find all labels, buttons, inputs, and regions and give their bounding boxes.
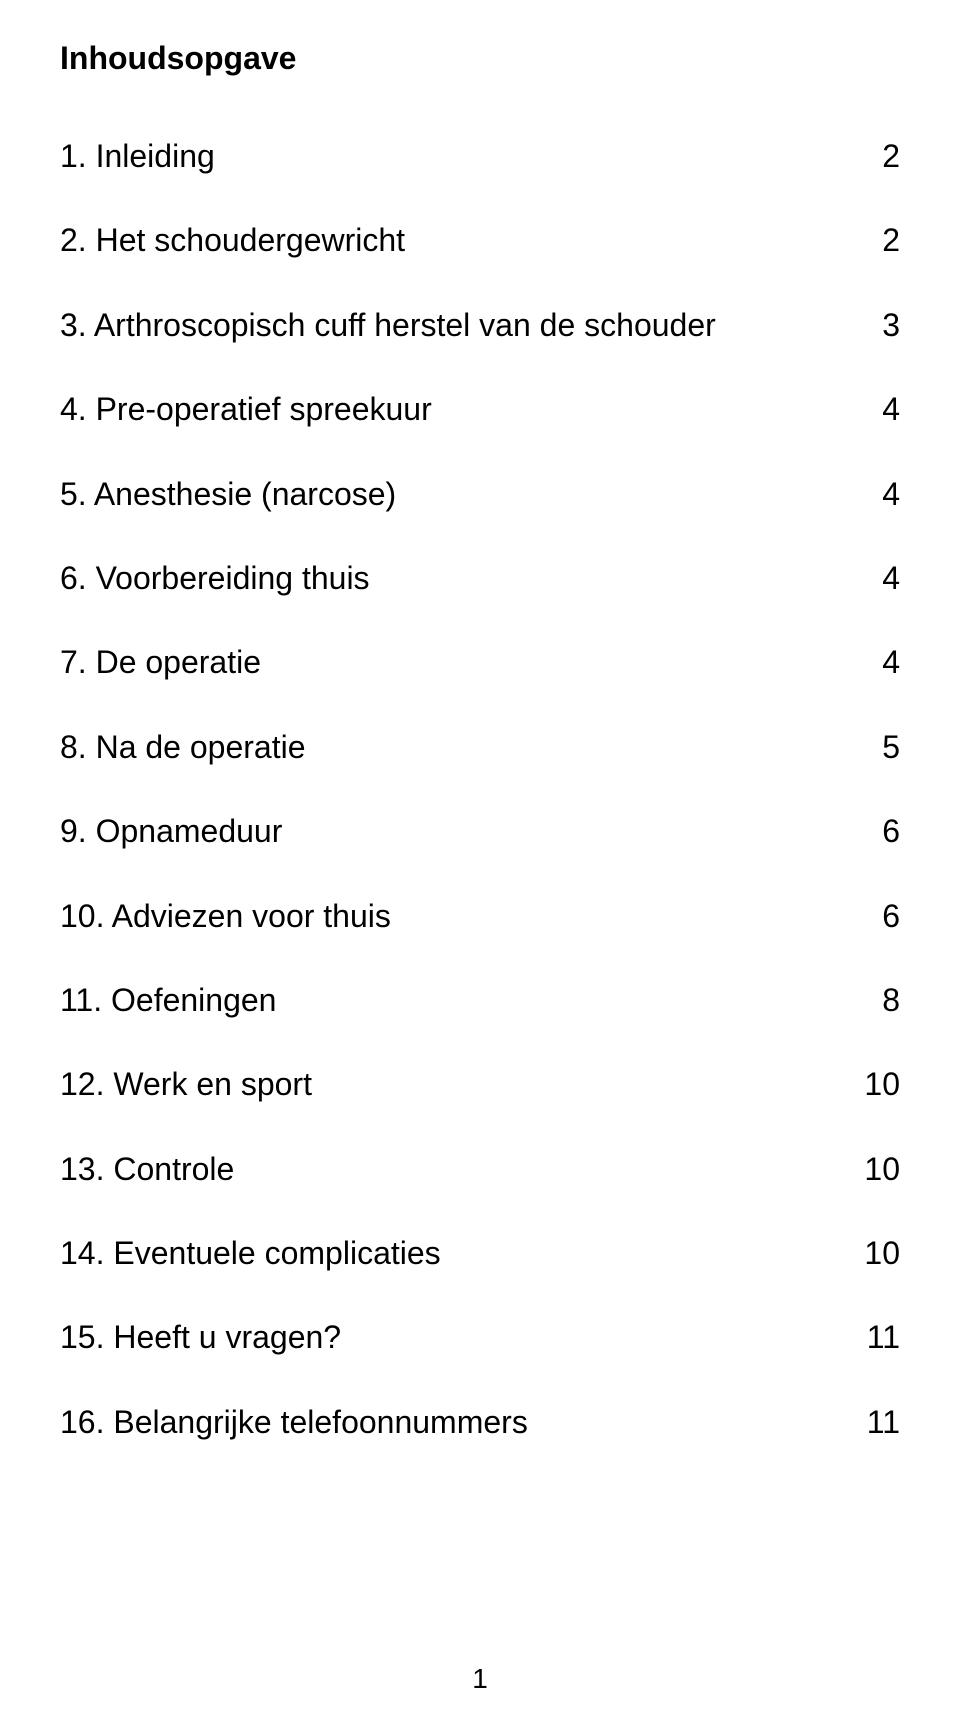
toc-row: 6. Voorbereiding thuis 4 (60, 559, 900, 597)
toc-label: 11. Oefeningen (60, 981, 860, 1019)
toc-page: 4 (860, 559, 900, 597)
toc-row: 10. Adviezen voor thuis 6 (60, 897, 900, 935)
toc-label: 4. Pre-operatief spreekuur (60, 390, 860, 428)
toc-label: 12. Werk en sport (60, 1065, 860, 1103)
toc-row: 11. Oefeningen 8 (60, 981, 900, 1019)
toc-label: 1. Inleiding (60, 137, 860, 175)
toc-row: 7. De operatie 4 (60, 643, 900, 681)
toc-label: 2. Het schoudergewricht (60, 221, 860, 259)
toc-label: 5. Anesthesie (narcose) (60, 475, 860, 513)
toc-page: 6 (860, 897, 900, 935)
toc-page: 10 (860, 1150, 900, 1188)
toc-label: 13. Controle (60, 1150, 860, 1188)
toc-page: 4 (860, 475, 900, 513)
toc-page: 3 (860, 306, 900, 344)
toc-row: 8. Na de operatie 5 (60, 728, 900, 766)
toc-label: 14. Eventuele complicaties (60, 1234, 860, 1272)
toc-row: 2. Het schoudergewricht 2 (60, 221, 900, 259)
toc-row: 12. Werk en sport 10 (60, 1065, 900, 1103)
toc-row: 3. Arthroscopisch cuff herstel van de sc… (60, 306, 900, 344)
toc-page: 2 (860, 137, 900, 175)
toc-label: 7. De operatie (60, 643, 860, 681)
toc-label: 9. Opnameduur (60, 812, 860, 850)
toc-page: 10 (860, 1234, 900, 1272)
toc-page: 5 (860, 728, 900, 766)
toc-row: 1. Inleiding 2 (60, 137, 900, 175)
toc-row: 15. Heeft u vragen? 11 (60, 1318, 900, 1356)
toc-row: 14. Eventuele complicaties 10 (60, 1234, 900, 1272)
toc-row: 4. Pre-operatief spreekuur 4 (60, 390, 900, 428)
toc-page: 11 (860, 1318, 900, 1356)
toc-label: 8. Na de operatie (60, 728, 860, 766)
toc-page: 8 (860, 981, 900, 1019)
toc-label: 16. Belangrijke telefoonnummers (60, 1403, 860, 1441)
toc-row: 16. Belangrijke telefoonnummers 11 (60, 1403, 900, 1441)
page-title: Inhoudsopgave (60, 40, 900, 77)
toc-label: 3. Arthroscopisch cuff herstel van de sc… (60, 306, 860, 344)
table-of-contents: 1. Inleiding 2 2. Het schoudergewricht 2… (60, 137, 900, 1441)
page-number: 1 (0, 1663, 960, 1695)
toc-row: 13. Controle 10 (60, 1150, 900, 1188)
toc-label: 10. Adviezen voor thuis (60, 897, 860, 935)
toc-page: 11 (860, 1403, 900, 1441)
toc-row: 5. Anesthesie (narcose) 4 (60, 475, 900, 513)
toc-page: 4 (860, 643, 900, 681)
toc-row: 9. Opnameduur 6 (60, 812, 900, 850)
toc-page: 10 (860, 1065, 900, 1103)
toc-label: 15. Heeft u vragen? (60, 1318, 860, 1356)
toc-label: 6. Voorbereiding thuis (60, 559, 860, 597)
toc-page: 4 (860, 390, 900, 428)
toc-page: 6 (860, 812, 900, 850)
toc-page: 2 (860, 221, 900, 259)
